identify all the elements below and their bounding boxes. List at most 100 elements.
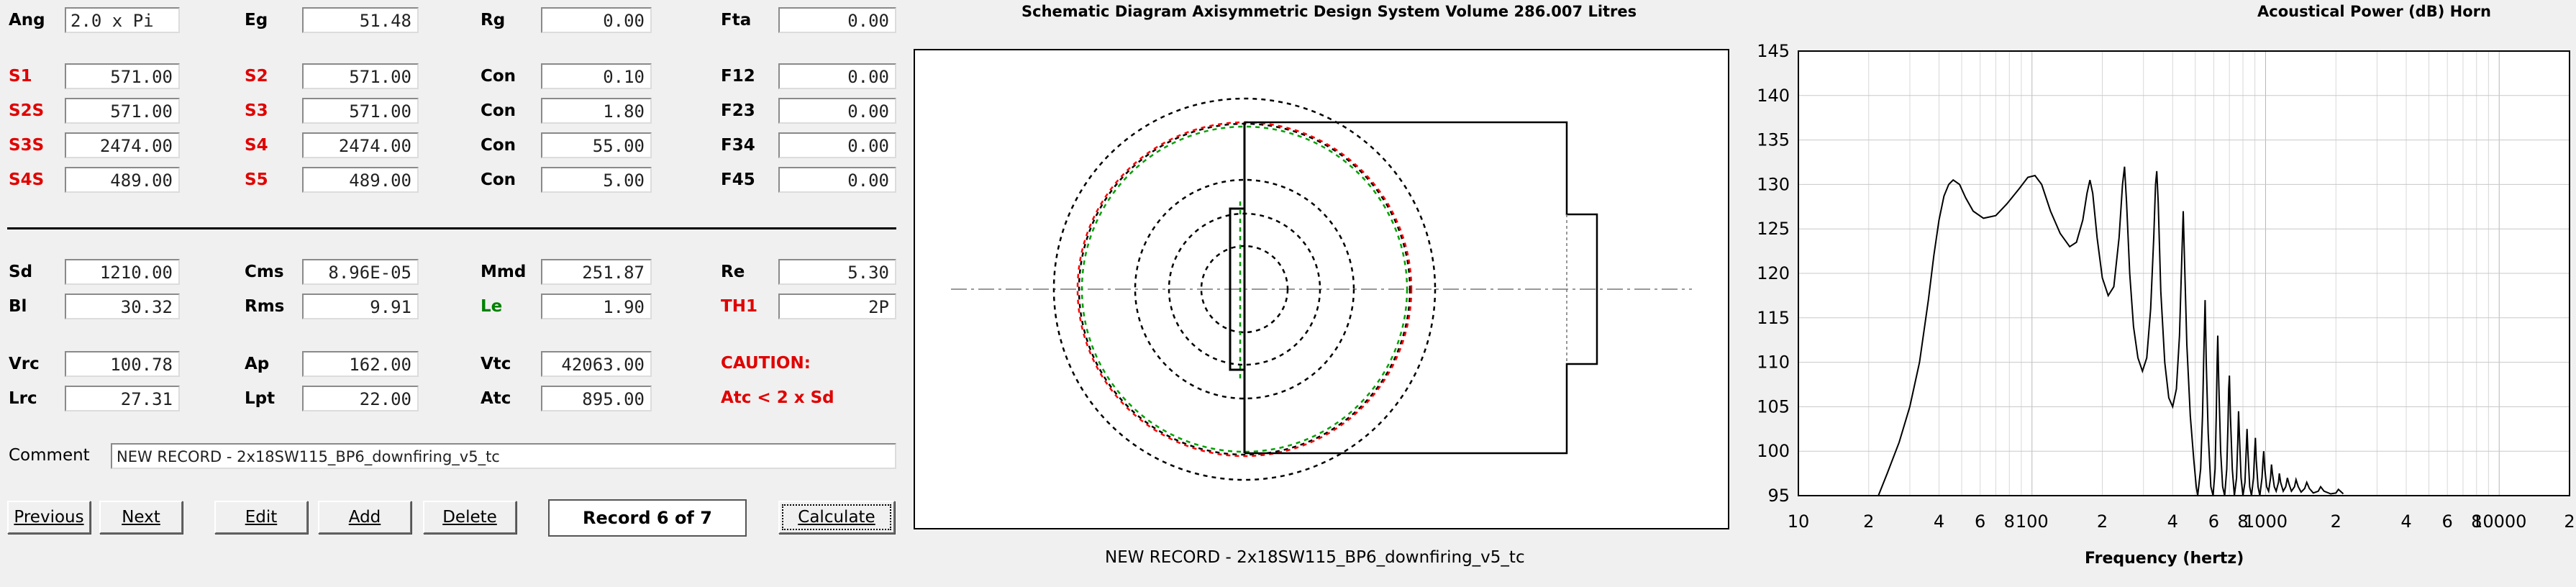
- calculate-button[interactable]: Calculate: [778, 501, 895, 534]
- previous-button-label: Previous: [14, 508, 84, 527]
- param-field-con-10[interactable]: 1.80: [541, 98, 652, 124]
- comment-field[interactable]: NEW RECORD - 2x18SW115_BP6_downfiring_v5…: [111, 443, 896, 469]
- param-field-ap-29[interactable]: 162.00: [302, 351, 419, 377]
- param-label-th1-27: TH1: [721, 297, 757, 316]
- outer-chamber-circle: [1052, 97, 1437, 481]
- y-tick-label: 105: [1757, 396, 1790, 417]
- param-field-rg-2[interactable]: 0.00: [541, 7, 652, 33]
- param-label-rms-25: Rms: [245, 297, 285, 316]
- param-field-atc-33[interactable]: 895.00: [541, 386, 652, 411]
- x-tick-label: 8: [2004, 511, 2015, 532]
- param-label-atc-33: Atc: [481, 389, 511, 408]
- y-tick-label: 120: [1757, 263, 1790, 283]
- param-label-s1-4: S1: [9, 67, 32, 86]
- param-label-mmd-22: Mmd: [481, 263, 527, 281]
- delete-button[interactable]: Delete: [423, 501, 516, 534]
- param-field-mmd-22[interactable]: 251.87: [541, 259, 652, 285]
- param-field-re-23[interactable]: 5.30: [778, 259, 896, 285]
- add-button-label: Add: [348, 508, 381, 527]
- y-tick-label: 140: [1757, 86, 1790, 106]
- param-field-s3-9[interactable]: 571.00: [302, 98, 419, 124]
- param-label-fta-3: Fta: [721, 11, 752, 29]
- y-tick-label: 95: [1767, 486, 1790, 506]
- record-indicator: Record 6 of 7: [548, 499, 747, 537]
- param-field-le-26[interactable]: 1.90: [541, 294, 652, 319]
- x-tick-label: 4: [1934, 511, 1944, 532]
- y-tick-label: 130: [1757, 174, 1790, 194]
- param-field-s5-17[interactable]: 489.00: [302, 167, 419, 193]
- param-label-rg-2: Rg: [481, 11, 506, 29]
- param-field-eg-1[interactable]: 51.48: [302, 7, 419, 33]
- comment-label: Comment: [9, 446, 90, 465]
- y-tick-label: 135: [1757, 130, 1790, 150]
- param-field-s3s-12[interactable]: 2474.00: [65, 132, 180, 158]
- caution-text: Atc < 2 x Sd: [721, 388, 834, 407]
- x-tick-label: 2: [2564, 511, 2574, 532]
- param-label-s3s-12: S3S: [9, 136, 45, 155]
- param-field-fta-3[interactable]: 0.00: [778, 7, 896, 33]
- param-label-le-26: Le: [481, 297, 503, 316]
- y-tick-label: 110: [1757, 352, 1790, 373]
- x-tick-label: 10000: [2472, 511, 2526, 532]
- add-button[interactable]: Add: [318, 501, 411, 534]
- param-label-vtc-30: Vtc: [481, 355, 511, 373]
- param-field-f12-7[interactable]: 0.00: [778, 63, 896, 89]
- param-field-lrc-31[interactable]: 27.31: [65, 386, 180, 411]
- param-field-th1-27[interactable]: 2P: [778, 294, 896, 319]
- schematic-panel: [914, 49, 1729, 529]
- param-label-f34-15: F34: [721, 136, 755, 155]
- param-field-vrc-28[interactable]: 100.78: [65, 351, 180, 377]
- param-field-s4s-16[interactable]: 489.00: [65, 167, 180, 193]
- param-field-cms-21[interactable]: 8.96E-05: [302, 259, 419, 285]
- param-field-con-14[interactable]: 55.00: [541, 132, 652, 158]
- param-label-eg-1: Eg: [245, 11, 268, 29]
- caution-title: CAUTION:: [721, 354, 811, 373]
- param-field-lpt-32[interactable]: 22.00: [302, 386, 419, 411]
- next-button-label: Next: [122, 508, 160, 527]
- param-label-vrc-28: Vrc: [9, 355, 40, 373]
- schematic-title: Schematic Diagram Axisymmetric Design Sy…: [1021, 3, 1637, 20]
- param-field-vtc-30[interactable]: 42063.00: [541, 351, 652, 377]
- y-tick-label: 100: [1757, 441, 1790, 461]
- x-tick-label: 1000: [2244, 511, 2288, 532]
- param-label-con-6: Con: [481, 67, 516, 86]
- param-label-con-14: Con: [481, 136, 516, 155]
- param-label-ap-29: Ap: [245, 355, 270, 373]
- param-field-f23-11[interactable]: 0.00: [778, 98, 896, 124]
- param-field-bl-24[interactable]: 30.32: [65, 294, 180, 319]
- param-label-s2s-8: S2S: [9, 101, 45, 120]
- param-field-f34-15[interactable]: 0.00: [778, 132, 896, 158]
- x-tick-label: 2: [2331, 511, 2341, 532]
- param-label-s4s-16: S4S: [9, 170, 45, 189]
- param-field-con-6[interactable]: 0.10: [541, 63, 652, 89]
- schematic-diagram: [951, 97, 1692, 481]
- param-field-s1-4[interactable]: 571.00: [65, 63, 180, 89]
- chart-title: Acoustical Power (dB) Horn: [2257, 3, 2491, 20]
- edit-button[interactable]: Edit: [214, 501, 308, 534]
- param-field-s4-13[interactable]: 2474.00: [302, 132, 419, 158]
- next-button[interactable]: Next: [99, 501, 183, 534]
- green-profile-circle: [1080, 125, 1408, 453]
- param-field-ang-0[interactable]: 2.0 x Pi: [65, 7, 180, 33]
- param-label-sd-20: Sd: [9, 263, 33, 281]
- param-label-cms-21: Cms: [245, 263, 284, 281]
- x-tick-label: 2: [1863, 511, 1874, 532]
- param-field-con-18[interactable]: 5.00: [541, 167, 652, 193]
- driver-circle: [1200, 245, 1289, 334]
- param-label-s2-5: S2: [245, 67, 268, 86]
- param-field-s2s-8[interactable]: 571.00: [65, 98, 180, 124]
- previous-button[interactable]: Previous: [7, 501, 91, 534]
- y-tick-label: 115: [1757, 308, 1790, 328]
- x-tick-label: 6: [1975, 511, 1985, 532]
- param-field-f45-19[interactable]: 0.00: [778, 167, 896, 193]
- param-field-sd-20[interactable]: 1210.00: [65, 259, 180, 285]
- param-label-s3-9: S3: [245, 101, 268, 120]
- param-field-s2-5[interactable]: 571.00: [302, 63, 419, 89]
- schematic-caption: NEW RECORD - 2x18SW115_BP6_downfiring_v5…: [1105, 548, 1525, 567]
- x-tick-label: 10: [1788, 511, 1810, 532]
- param-field-rms-25[interactable]: 9.91: [302, 294, 419, 319]
- section-divider: [7, 227, 896, 229]
- x-tick-label: 100: [2016, 511, 2049, 532]
- param-label-con-18: Con: [481, 170, 516, 189]
